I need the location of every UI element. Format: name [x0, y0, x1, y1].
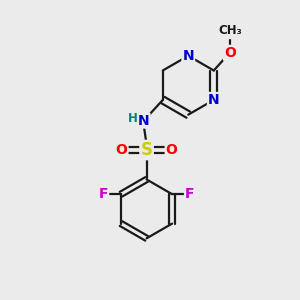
Text: O: O — [116, 143, 128, 157]
Text: F: F — [185, 187, 194, 201]
Text: N: N — [182, 49, 194, 63]
Text: CH₃: CH₃ — [218, 24, 242, 37]
Text: O: O — [224, 46, 236, 60]
Text: F: F — [99, 187, 108, 201]
Text: O: O — [166, 143, 178, 157]
Text: N: N — [208, 93, 220, 107]
Text: H: H — [128, 112, 137, 125]
Text: S: S — [141, 141, 153, 159]
Text: N: N — [138, 114, 149, 128]
